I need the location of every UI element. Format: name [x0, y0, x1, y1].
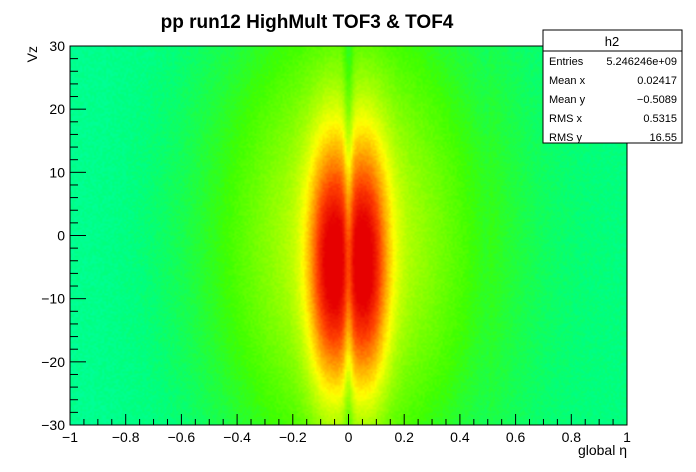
- stats-value: −0.5089: [637, 94, 677, 106]
- stats-label: Mean x: [549, 75, 586, 87]
- x-axis-label: global η: [578, 442, 627, 458]
- y-axis-label: Vz: [24, 46, 40, 62]
- y-tick-label: −20: [41, 354, 65, 370]
- heatmap-image: [70, 46, 627, 425]
- x-tick-label: 0.2: [394, 429, 414, 445]
- stats-value: 0.5315: [643, 113, 677, 125]
- x-tick-label: 0: [345, 429, 353, 445]
- stats-label: RMS y: [549, 132, 583, 144]
- y-tick-label: 10: [49, 164, 65, 180]
- stats-box-frame: [542, 29, 683, 144]
- y-tick-label: 30: [49, 38, 65, 54]
- stats-value: 0.02417: [637, 75, 677, 87]
- stats-label: Mean y: [549, 94, 586, 106]
- y-axis: −30 −20 −10 0 10 20 30: [41, 38, 86, 433]
- x-tick-label: −0.8: [112, 429, 140, 445]
- y-tick-label: −30: [41, 417, 65, 433]
- x-tick-label: 1: [623, 429, 631, 445]
- x-tick-label: −1: [62, 429, 78, 445]
- x-axis: −1 −0.8 −0.6 −0.4 −0.2 0 0.2 0.4 0.6 0.8 1: [62, 414, 631, 445]
- chart-title: pp run12 HighMult TOF3 & TOF4: [161, 12, 454, 33]
- x-tick-label: 0.6: [506, 429, 526, 445]
- y-tick-label: −10: [41, 291, 65, 307]
- x-tick-label: −0.6: [168, 429, 196, 445]
- stats-box: h2 Entries 5.246246e+09 Mean x 0.02417 Mean …: [542, 29, 683, 144]
- stats-value: 16.55: [649, 132, 677, 144]
- stats-histogram-name: h2: [605, 34, 619, 49]
- stats-value: 5.246246e+09: [606, 56, 677, 68]
- plot-area: [69, 45, 628, 426]
- stats-label: RMS x: [549, 113, 583, 125]
- y-tick-label: 20: [49, 101, 65, 117]
- x-tick-label: 0.8: [562, 429, 582, 445]
- x-tick-label: −0.2: [279, 429, 307, 445]
- y-tick-label: 0: [57, 228, 65, 244]
- x-tick-label: 0.4: [450, 429, 470, 445]
- stats-label: Entries: [549, 56, 584, 68]
- x-tick-label: −0.4: [223, 429, 251, 445]
